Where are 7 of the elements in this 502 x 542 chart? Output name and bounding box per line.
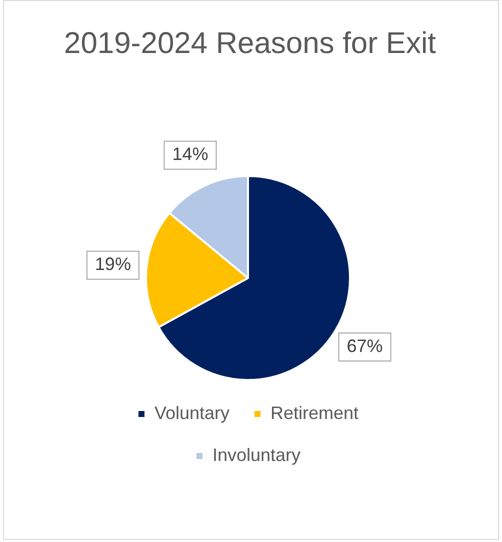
data-label: 19% <box>94 254 131 274</box>
legend-label: Retirement <box>270 402 359 423</box>
chart-title: 2019-2024 Reasons for Exit <box>63 26 437 62</box>
data-label: 67% <box>346 336 383 356</box>
legend-label: Voluntary <box>154 402 230 423</box>
data-label: 14% <box>172 144 208 164</box>
legend-label: Involuntary <box>212 444 301 465</box>
